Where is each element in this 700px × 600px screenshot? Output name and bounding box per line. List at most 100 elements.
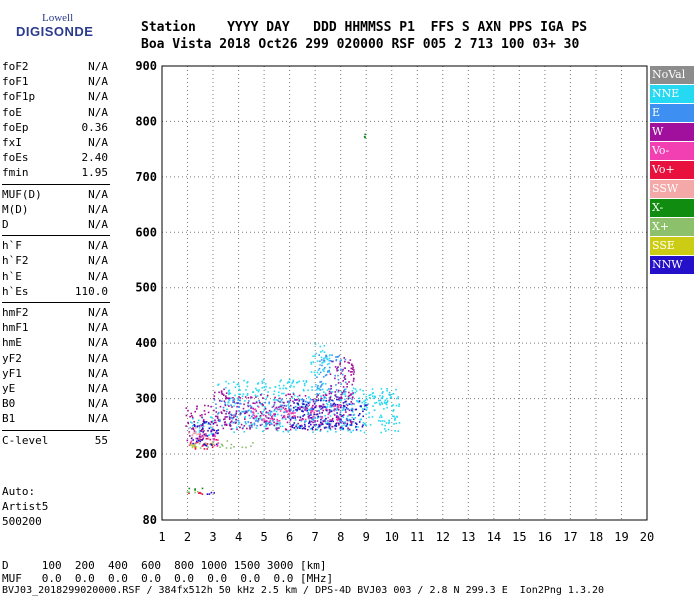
- x-tick-label: 7: [312, 530, 319, 544]
- data-point: [210, 426, 213, 429]
- data-point: [341, 373, 344, 376]
- data-point: [278, 384, 280, 387]
- data-point: [186, 439, 189, 442]
- data-point: [243, 431, 246, 433]
- data-point: [262, 430, 264, 433]
- data-point: [285, 409, 287, 412]
- data-point: [288, 402, 290, 405]
- data-point: [347, 428, 349, 431]
- data-point: [212, 420, 214, 422]
- parameter-value: 55: [94, 433, 108, 447]
- data-point: [320, 351, 322, 353]
- data-point: [210, 416, 212, 418]
- data-point: [249, 404, 251, 407]
- data-point: [347, 419, 350, 421]
- data-point: [386, 406, 388, 409]
- data-point: [340, 359, 342, 361]
- data-point: [320, 416, 323, 419]
- data-point: [333, 402, 335, 405]
- data-point: [203, 433, 206, 436]
- data-point: [292, 380, 294, 383]
- data-point: [321, 406, 324, 409]
- data-point: [310, 410, 312, 412]
- data-point: [340, 418, 342, 421]
- data-point: [199, 440, 202, 443]
- x-tick-label: 10: [385, 530, 399, 544]
- data-point: [300, 424, 303, 427]
- parameter-value: 2.40: [81, 151, 109, 165]
- data-point: [286, 382, 289, 384]
- data-point: [383, 420, 386, 423]
- data-point: [206, 443, 209, 445]
- data-point: [190, 421, 192, 423]
- data-point: [215, 403, 217, 405]
- series-x-: [188, 133, 366, 491]
- data-point: [339, 427, 342, 429]
- data-point: [326, 402, 328, 405]
- data-point: [322, 369, 324, 371]
- data-point: [212, 440, 215, 443]
- data-point: [233, 416, 235, 418]
- data-point: [233, 381, 235, 383]
- data-point: [335, 431, 337, 433]
- data-point: [189, 435, 191, 437]
- data-point: [282, 407, 285, 409]
- data-point: [224, 403, 226, 406]
- data-point: [302, 399, 305, 401]
- data-point: [354, 391, 356, 394]
- header-row-labels: Station YYYY DAY DDD HHMMSS P1 FFS S AXN…: [141, 20, 588, 35]
- data-point: [229, 424, 231, 426]
- data-point: [353, 371, 355, 373]
- data-point: [244, 418, 246, 420]
- parameter-label: yF2: [2, 351, 22, 365]
- data-point: [386, 389, 388, 392]
- data-point: [372, 405, 374, 407]
- data-point: [228, 393, 230, 396]
- data-point: [337, 398, 339, 401]
- data-point: [303, 414, 306, 416]
- data-point: [330, 403, 332, 405]
- data-point: [287, 416, 289, 418]
- data-point: [244, 400, 246, 402]
- data-point: [351, 407, 354, 410]
- data-point: [301, 410, 303, 412]
- data-point: [273, 393, 275, 396]
- data-point: [328, 366, 331, 369]
- data-point: [344, 381, 347, 384]
- auto-label: Auto:: [2, 485, 36, 498]
- data-point: [337, 366, 339, 368]
- data-point: [286, 401, 289, 403]
- data-point: [324, 415, 326, 417]
- data-point: [202, 444, 204, 447]
- data-point: [236, 397, 239, 400]
- data-point: [310, 407, 312, 410]
- data-point: [203, 421, 205, 423]
- data-point: [371, 416, 374, 418]
- data-point: [347, 415, 349, 417]
- data-point: [290, 425, 292, 428]
- chart-grid: [162, 66, 647, 520]
- data-point: [339, 404, 342, 406]
- data-point: [283, 402, 285, 404]
- data-point: [335, 384, 337, 386]
- data-point: [344, 391, 347, 393]
- data-point: [188, 431, 191, 433]
- data-point: [334, 403, 336, 406]
- data-point: [243, 403, 245, 406]
- data-point: [349, 418, 351, 421]
- data-point: [239, 402, 241, 405]
- data-point: [264, 383, 267, 385]
- data-point: [314, 406, 316, 408]
- data-point: [299, 416, 302, 419]
- data-point: [328, 425, 331, 428]
- parameter-label: hmF2: [2, 306, 29, 319]
- parameter-label: fxI: [2, 136, 22, 149]
- data-point: [207, 405, 210, 407]
- data-point: [337, 416, 340, 419]
- data-point: [335, 423, 337, 425]
- data-point: [340, 398, 342, 400]
- x-tick-label: 8: [337, 530, 344, 544]
- digisonde-logo: Lowell DIGISONDE: [4, 8, 93, 39]
- data-point: [265, 411, 268, 413]
- data-point: [349, 403, 351, 405]
